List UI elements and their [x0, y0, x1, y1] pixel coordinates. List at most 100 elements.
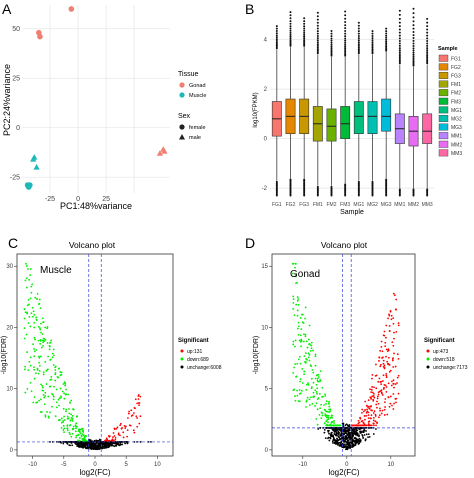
boxplot-outlier [398, 51, 401, 54]
volcano-c-point-down [51, 393, 53, 395]
boxplot-outlier [412, 63, 415, 66]
volcano-c-point-down [43, 403, 46, 406]
boxplot-outlier [426, 28, 429, 31]
pca-points [24, 6, 168, 190]
volcano-c-point-down [57, 367, 60, 370]
volcano-d-point-down [314, 364, 317, 367]
volcano-d-point-unchange [362, 437, 364, 439]
boxplot-outlier [398, 40, 401, 43]
boxplot-outlier [316, 24, 319, 27]
volcano-c-point-down [68, 401, 71, 404]
volcano-d-point-down [297, 298, 300, 301]
volcano-d-point-up [376, 397, 379, 400]
boxplot-outlier [385, 38, 388, 41]
volcano-d-point-up [392, 317, 395, 320]
volcano-c-point-down [62, 424, 65, 427]
volcano-c-x-axis-label: log2(FC) [79, 468, 110, 477]
boxplot-outlier [426, 47, 429, 50]
panel-c: C Volcano plot -10 -5 0 5 10 0 10 20 30 Muscle l… [1, 235, 222, 477]
volcano-d-point-unchange [350, 442, 353, 445]
boxplot-outlier [330, 32, 333, 35]
volcano-c-point-unchange [90, 448, 93, 451]
volcano-d-point-down [328, 408, 331, 411]
volcano-d-point-up [396, 353, 399, 356]
volcano-d-point-up [384, 401, 386, 404]
volcano-c-y-tick-label: 10 [6, 387, 13, 393]
volcano-c-point-down [54, 369, 57, 371]
volcano-c-point-down [39, 355, 42, 358]
volcano-c-point-down [54, 365, 57, 368]
volcano-d-point-down [301, 313, 303, 316]
volcano-d-point-up [364, 418, 366, 421]
boxplot-outlier [412, 49, 415, 52]
boxplot-tick-labels: -2 0 2 4 FG1 FG2 FG3 FM1 FM2 FM3 MG1 MG2 MG3 MM1 MM2 MM… [262, 38, 433, 208]
volcano-d-point-up [381, 409, 384, 412]
volcano-d-point-down [329, 417, 332, 419]
volcano-c-point-down [37, 339, 40, 342]
boxplot-legend-label: MG3 [451, 125, 462, 131]
boxplot-outlier [316, 11, 319, 14]
volcano-c-point-down [63, 392, 65, 395]
volcano-c-point-unchange [113, 445, 116, 448]
volcano-d-point-down [308, 404, 311, 406]
volcano-d-point-up [378, 356, 381, 359]
volcano-d-point-down [295, 375, 297, 378]
volcano-d-point-down [301, 321, 304, 324]
boxplot-outlier [330, 50, 333, 53]
boxplot-outlier [316, 21, 319, 24]
volcano-c-point-down [46, 410, 48, 413]
volcano-d-point-up [385, 348, 388, 351]
volcano-c-point-down [27, 322, 30, 325]
volcano-c-point-down [33, 377, 36, 380]
boxplot-outlier [303, 25, 306, 28]
volcano-d-point-down [306, 346, 309, 349]
volcano-d-point-unchange [355, 432, 358, 434]
volcano-c-point-down [48, 348, 51, 351]
volcano-d-point-down [301, 382, 304, 384]
volcano-d-point-unchange [331, 428, 334, 431]
boxplot-outlier [330, 194, 333, 197]
volcano-c-point-unchange [94, 443, 97, 446]
boxplot-outlier [357, 30, 360, 33]
boxplot-outlier [398, 47, 401, 50]
volcano-d-point-unchange [365, 426, 368, 429]
volcano-c-point-down [38, 356, 41, 359]
volcano-c-point-down [46, 326, 49, 328]
boxplot-outlier [412, 20, 415, 23]
volcano-d-point-down [327, 416, 330, 419]
boxplot-outlier [303, 40, 306, 43]
volcano-c-point-up [120, 427, 123, 430]
volcano-d-point-down [293, 366, 295, 369]
legend-tissue-title: Tissue [178, 71, 198, 78]
boxplot-outlier [330, 39, 333, 42]
volcano-c-point-down [51, 405, 53, 408]
boxplot-outlier [398, 57, 401, 60]
volcano-d-point-up [394, 383, 397, 386]
volcano-d-point-up [391, 380, 393, 383]
volcano-d-point-up [367, 424, 370, 427]
volcano-d-point-up [376, 400, 378, 403]
boxplot-outlier [344, 32, 347, 35]
volcano-c-point-down [39, 398, 42, 401]
panel-c-letter: C [8, 235, 18, 251]
volcano-c-point-down [60, 371, 63, 374]
volcano-c-point-down [35, 297, 38, 300]
boxplot-outlier [289, 17, 292, 20]
volcano-d-point-unchange [346, 424, 349, 427]
volcano-d-point-up [388, 313, 390, 316]
boxplot-outlier [275, 30, 278, 33]
volcano-c-legend: Significant up:131 down:689 unchange:600… [178, 338, 222, 371]
volcano-d-point-unchange [346, 430, 349, 433]
volcano-d-point-unchange [351, 432, 354, 435]
volcano-d-point-unchange [333, 442, 336, 445]
volcano-d-point-unchange [328, 439, 331, 442]
boxplot-outlier [316, 39, 319, 42]
volcano-d-tick-labels: -10 0 10 0 5 10 15 [261, 264, 394, 468]
boxplot-legend-label: FG1 [451, 56, 461, 62]
volcano-c-point-unchange [126, 442, 129, 445]
volcano-c-point-up [131, 414, 134, 417]
boxplot-outlier [371, 32, 374, 35]
volcano-d-y-tick-label: 0 [265, 448, 269, 454]
boxplot-legend-label: FG2 [451, 65, 461, 71]
